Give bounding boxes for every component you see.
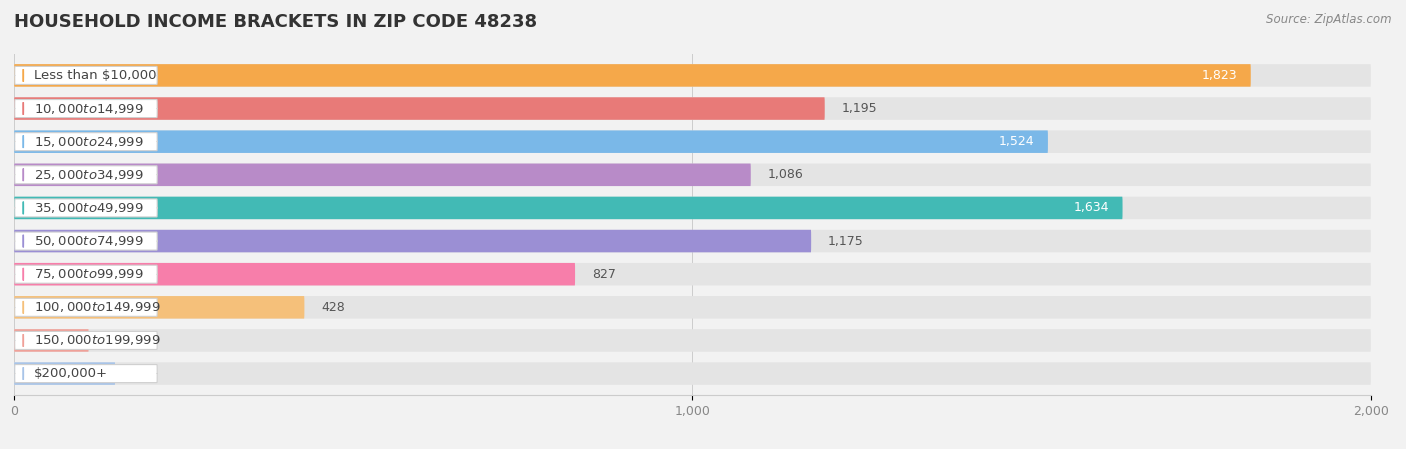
Text: $25,000 to $34,999: $25,000 to $34,999 xyxy=(34,168,143,182)
Text: Less than $10,000: Less than $10,000 xyxy=(34,69,156,82)
FancyBboxPatch shape xyxy=(14,263,1371,286)
FancyBboxPatch shape xyxy=(14,331,157,349)
FancyBboxPatch shape xyxy=(14,66,157,84)
FancyBboxPatch shape xyxy=(14,132,157,151)
FancyBboxPatch shape xyxy=(14,232,157,250)
FancyBboxPatch shape xyxy=(14,130,1047,153)
FancyBboxPatch shape xyxy=(14,130,1371,153)
FancyBboxPatch shape xyxy=(14,163,1371,186)
FancyBboxPatch shape xyxy=(14,64,1251,87)
FancyBboxPatch shape xyxy=(14,64,1371,87)
FancyBboxPatch shape xyxy=(14,97,825,120)
FancyBboxPatch shape xyxy=(14,329,1371,352)
FancyBboxPatch shape xyxy=(14,298,157,317)
Text: HOUSEHOLD INCOME BRACKETS IN ZIP CODE 48238: HOUSEHOLD INCOME BRACKETS IN ZIP CODE 48… xyxy=(14,13,537,31)
Text: $75,000 to $99,999: $75,000 to $99,999 xyxy=(34,267,143,281)
Text: 1,175: 1,175 xyxy=(828,234,863,247)
FancyBboxPatch shape xyxy=(14,100,157,118)
Text: $15,000 to $24,999: $15,000 to $24,999 xyxy=(34,135,143,149)
FancyBboxPatch shape xyxy=(14,365,157,383)
FancyBboxPatch shape xyxy=(14,362,1371,385)
Text: $10,000 to $14,999: $10,000 to $14,999 xyxy=(34,101,143,115)
FancyBboxPatch shape xyxy=(14,265,157,283)
Text: $50,000 to $74,999: $50,000 to $74,999 xyxy=(34,234,143,248)
FancyBboxPatch shape xyxy=(14,296,1371,319)
FancyBboxPatch shape xyxy=(14,163,751,186)
FancyBboxPatch shape xyxy=(14,263,575,286)
FancyBboxPatch shape xyxy=(14,197,1122,219)
FancyBboxPatch shape xyxy=(14,362,115,385)
Text: $35,000 to $49,999: $35,000 to $49,999 xyxy=(34,201,143,215)
FancyBboxPatch shape xyxy=(14,197,1371,219)
Text: 827: 827 xyxy=(592,268,616,281)
FancyBboxPatch shape xyxy=(14,230,811,252)
FancyBboxPatch shape xyxy=(14,230,1371,252)
FancyBboxPatch shape xyxy=(14,199,157,217)
Text: 428: 428 xyxy=(322,301,344,314)
Text: $100,000 to $149,999: $100,000 to $149,999 xyxy=(34,300,160,314)
Text: $200,000+: $200,000+ xyxy=(34,367,108,380)
Text: Source: ZipAtlas.com: Source: ZipAtlas.com xyxy=(1267,13,1392,26)
Text: 1,086: 1,086 xyxy=(768,168,803,181)
Text: 110: 110 xyxy=(105,334,129,347)
Text: 149: 149 xyxy=(132,367,156,380)
FancyBboxPatch shape xyxy=(14,329,89,352)
FancyBboxPatch shape xyxy=(14,296,305,319)
Text: 1,634: 1,634 xyxy=(1074,202,1109,215)
Text: 1,524: 1,524 xyxy=(998,135,1035,148)
Text: 1,823: 1,823 xyxy=(1202,69,1237,82)
FancyBboxPatch shape xyxy=(14,166,157,184)
Text: $150,000 to $199,999: $150,000 to $199,999 xyxy=(34,334,160,348)
Text: 1,195: 1,195 xyxy=(842,102,877,115)
FancyBboxPatch shape xyxy=(14,97,1371,120)
